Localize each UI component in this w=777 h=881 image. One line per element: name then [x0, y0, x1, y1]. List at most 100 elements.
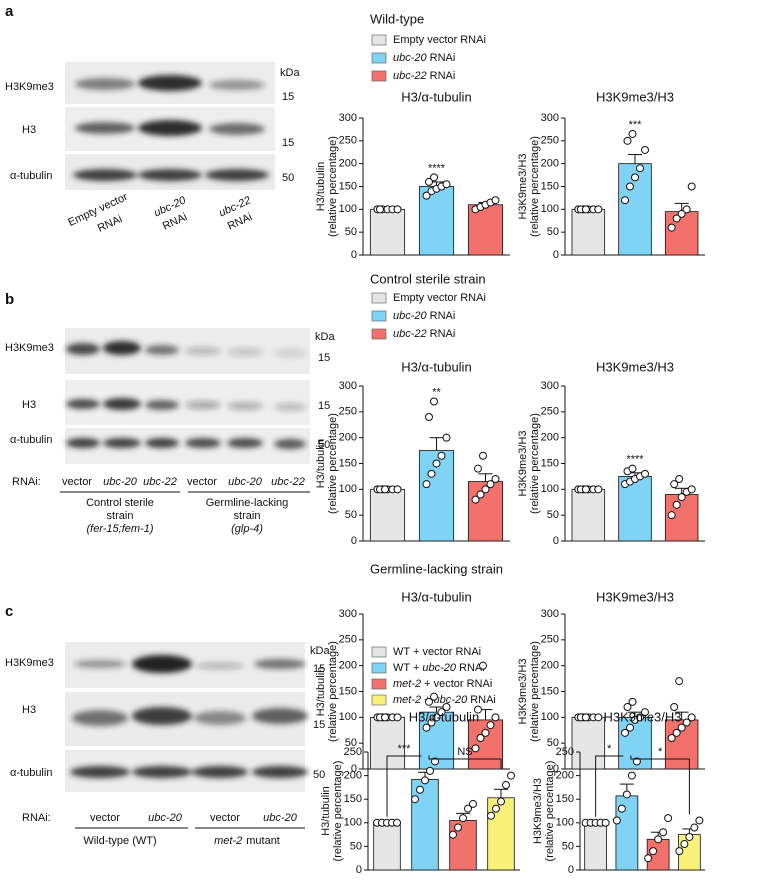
legend-label-part: RNAi — [459, 662, 485, 674]
y-axis-label: (relative percentage) — [332, 761, 344, 862]
data-point — [430, 173, 438, 182]
lane-label: vector — [210, 812, 240, 824]
y-tick-label: 100 — [541, 483, 559, 495]
data-point — [454, 823, 462, 832]
data-point — [654, 835, 663, 844]
data-point — [497, 797, 505, 806]
group-label: (glp-4) — [231, 523, 263, 535]
data-point — [427, 469, 436, 478]
legend-label: met-2 + vector RNAi — [393, 678, 492, 690]
data-point — [581, 485, 590, 494]
blot-image — [65, 62, 275, 190]
legend-label-part: + vector RNAi — [424, 678, 492, 690]
data-point — [442, 180, 451, 189]
y-tick-label: 300 — [541, 380, 559, 392]
data-point — [430, 397, 438, 406]
data-point — [471, 744, 480, 753]
y-tick-label: 50 — [562, 840, 574, 852]
marker-label: 50 — [313, 769, 325, 781]
data-point — [670, 703, 679, 711]
data-point — [425, 697, 433, 706]
legend-label: ubc-20 RNAi — [393, 52, 455, 64]
legend-label-part: ubc-20 — [422, 662, 457, 674]
y-tick-label: 0 — [553, 763, 559, 775]
bracket-line — [595, 755, 624, 817]
y-tick-label: 200 — [344, 770, 362, 782]
row-label: H3K9me3 — [5, 342, 54, 354]
data-point — [486, 480, 495, 489]
subheading: Germline-lacking strain — [370, 561, 503, 576]
marker-label: 50 — [318, 439, 330, 451]
rnai-label: RNAi: — [22, 812, 51, 824]
bar — [646, 838, 670, 871]
error-bar — [429, 437, 444, 451]
error-bar — [674, 711, 689, 720]
data-point — [644, 854, 653, 863]
chart-title: H3K9me3/H3 — [596, 89, 674, 104]
bar — [467, 204, 504, 256]
legend-label: Empty vector RNAi — [393, 292, 486, 304]
data-point — [687, 485, 696, 494]
legend-swatch — [371, 292, 387, 304]
legend-swatch — [371, 34, 387, 46]
legend-swatch — [371, 678, 387, 690]
data-point — [628, 129, 637, 138]
significance-bracket — [630, 755, 690, 815]
data-point — [675, 847, 684, 856]
y-tick-label: 150 — [339, 457, 357, 469]
data-point — [487, 811, 495, 820]
data-point — [474, 464, 482, 473]
legend-label-part: ubc-22 — [393, 70, 427, 82]
data-point — [667, 734, 676, 742]
bracket-label: * — [607, 743, 612, 755]
significance-bracket — [386, 755, 422, 817]
data-point — [421, 776, 429, 785]
lane-label: ubc-22 — [143, 476, 177, 488]
group-label: Germline-lacking — [206, 497, 289, 509]
row-label: α-tubulin — [10, 434, 52, 446]
y-tick-label: 250 — [541, 634, 559, 646]
data-point — [381, 485, 389, 494]
y-tick-label: 50 — [350, 840, 362, 852]
marker-label: 15 — [313, 719, 325, 731]
data-point — [491, 713, 500, 722]
legend-swatch — [371, 694, 387, 706]
data-point — [507, 771, 515, 780]
legend-label-part: RNAi — [430, 52, 456, 64]
significance-label: **** — [626, 454, 644, 466]
y-tick-label: 250 — [339, 135, 357, 147]
y-tick-label: 0 — [356, 864, 362, 876]
y-tick-label: 100 — [339, 711, 357, 723]
y-tick-label: 0 — [553, 535, 559, 547]
y-tick-label: 100 — [541, 711, 559, 723]
data-point — [675, 677, 684, 686]
legend-title: Wild-type — [370, 11, 424, 26]
bar — [487, 797, 515, 871]
group-label-part: mutant — [246, 835, 280, 847]
data-point — [636, 713, 644, 722]
chart-title: H3K9me3/H3 — [596, 359, 674, 374]
row-label: H3 — [22, 704, 36, 716]
data-point — [632, 757, 641, 766]
data-point — [476, 490, 485, 499]
y-tick-label: 100 — [344, 817, 362, 829]
data-point — [393, 713, 402, 722]
data-point — [612, 816, 621, 825]
marker-label: 15 — [318, 352, 330, 364]
y-tick-label: 300 — [339, 608, 357, 620]
lane-label: vector — [187, 476, 217, 488]
y-axis-label: H3/tubulin — [315, 162, 327, 212]
chart-title: H3/α-tubulin — [401, 359, 471, 374]
y-axis-label: H3/tubulin — [315, 667, 327, 717]
y-tick-label: 250 — [556, 746, 574, 758]
data-point — [670, 480, 679, 489]
data-point — [422, 723, 431, 732]
chart-title: H3K9me3/H3 — [596, 589, 674, 604]
data-point — [422, 480, 431, 489]
y-tick-label: 300 — [339, 112, 357, 124]
data-point — [601, 818, 610, 827]
data-point — [381, 713, 389, 722]
data-point — [425, 413, 433, 421]
data-point — [442, 433, 451, 442]
bar — [467, 481, 504, 542]
